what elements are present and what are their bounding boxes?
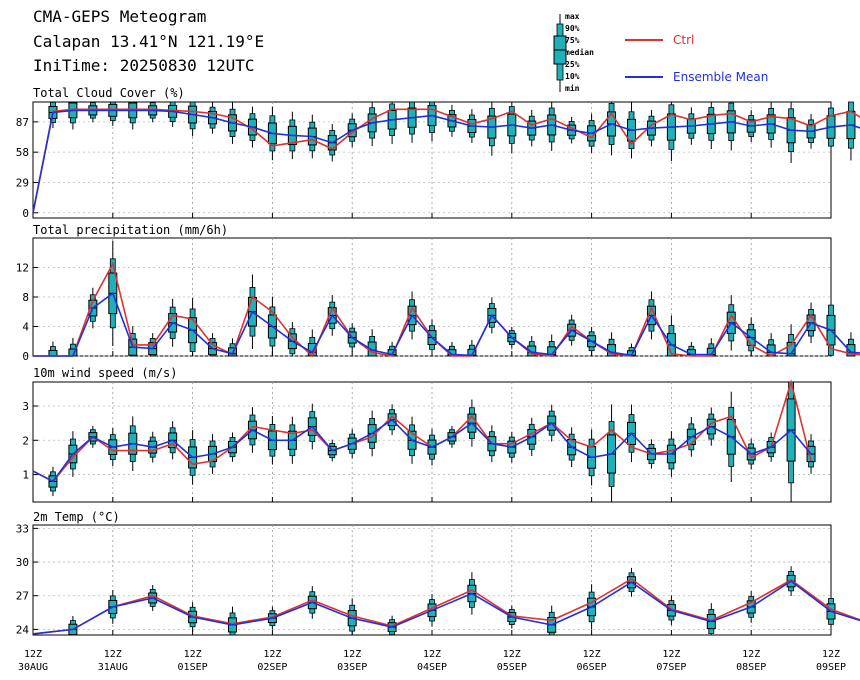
x-tick-label-date: 02SEP	[257, 662, 287, 673]
y-tick-label: 0	[22, 207, 29, 220]
x-tick-label-hour: 12Z	[104, 649, 122, 660]
x-tick-label-date: 08SEP	[736, 662, 766, 673]
panel-title: 10m wind speed (m/s)	[33, 366, 178, 380]
boxplot-legend-glyph	[553, 14, 567, 92]
x-tick-label-hour: 12Z	[583, 649, 601, 660]
legend-mean-line	[625, 76, 663, 78]
y-tick-label: 4	[22, 321, 29, 334]
legend-min: min	[565, 84, 580, 93]
x-tick-label-date: 03SEP	[337, 662, 367, 673]
panel-3: 2m Temp (°C) 24 27 30 33	[16, 510, 860, 636]
x-tick-label-hour: 12Z	[742, 649, 760, 660]
legend-p90: 90%	[565, 24, 580, 33]
y-tick-label: 8	[22, 291, 29, 304]
panel-title: Total Cloud Cover (%)	[33, 86, 185, 100]
y-tick-label: 24	[16, 623, 30, 636]
box-iqr	[48, 349, 58, 357]
panel-1: Total precipitation (mm/6h) 0 4 8 12	[16, 223, 860, 363]
station-location: Calapan 13.41°N 121.19°E	[33, 32, 265, 51]
legend-ctrl-label: Ctrl	[673, 33, 695, 47]
y-tick-label: 87	[16, 116, 29, 129]
series-mean-line	[33, 292, 860, 357]
x-tick-label-date: 06SEP	[577, 662, 607, 673]
series-mean-line	[32, 580, 860, 635]
y-tick-label: 29	[16, 176, 29, 189]
x-tick-label-date: 01SEP	[178, 662, 208, 673]
init-time: IniTime: 20250830 12UTC	[33, 56, 255, 75]
x-tick-label-hour: 12Z	[343, 649, 361, 660]
boxplot-legend: max 90% 75% median 25% 10% min	[553, 12, 623, 97]
legend-p75: 75%	[565, 36, 580, 45]
y-tick-label: 27	[16, 590, 29, 603]
panel-2: 10m wind speed (m/s) 1 2 3	[22, 366, 832, 503]
x-tick-label-hour: 12Z	[24, 649, 42, 660]
chart-title: CMA-GEPS Meteogram	[33, 7, 207, 26]
legend-mean-label: Ensemble Mean	[673, 70, 769, 84]
y-tick-label: 58	[16, 146, 29, 159]
series-mean-line	[32, 109, 860, 213]
y-tick-label: 30	[16, 556, 29, 569]
x-tick-label-hour: 12Z	[184, 649, 202, 660]
panel-title: Total precipitation (mm/6h)	[33, 223, 228, 237]
y-tick-label: 12	[16, 262, 29, 275]
x-tick-label-hour: 12Z	[503, 649, 521, 660]
series-ctrl-line	[32, 108, 860, 213]
y-tick-label: 0	[22, 350, 29, 363]
x-tick-label-hour: 12Z	[423, 649, 441, 660]
y-tick-label: 33	[16, 522, 29, 535]
x-tick-label-hour: 12Z	[662, 649, 680, 660]
legend-p25: 25%	[565, 60, 580, 69]
x-tick-label-hour: 12Z	[263, 649, 281, 660]
legend-max: max	[565, 12, 580, 21]
legend-p10: 10%	[565, 72, 580, 81]
y-tick-label: 2	[22, 434, 29, 447]
x-tick-label-date: 09SEP	[816, 662, 846, 673]
panel-title: 2m Temp (°C)	[33, 510, 120, 524]
x-tick-label-hour: 12Z	[822, 649, 840, 660]
box-iqr	[846, 344, 856, 357]
x-tick-label-date: 30AUG	[18, 662, 48, 673]
panel-0: Total Cloud Cover (%) 0 29 58 87	[16, 86, 860, 220]
x-tick-label-date: 04SEP	[417, 662, 447, 673]
x-tick-label-date: 05SEP	[497, 662, 527, 673]
y-tick-label: 3	[22, 400, 29, 413]
x-tick-label-date: 31AUG	[98, 662, 128, 673]
box-iqr	[786, 341, 796, 357]
legend-median: median	[565, 48, 594, 57]
series-mean-line	[32, 418, 812, 483]
x-tick-label-date: 07SEP	[656, 662, 686, 673]
legend-ctrl-line	[625, 39, 663, 41]
y-tick-label: 1	[22, 469, 29, 482]
series-ctrl-line	[32, 577, 860, 635]
series-ctrl-line	[32, 379, 812, 483]
